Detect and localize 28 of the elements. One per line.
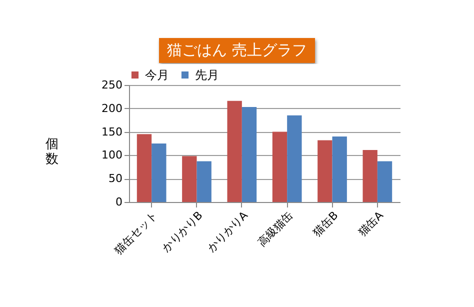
bar [196, 161, 212, 202]
x-tick-label: 猫缶B [310, 208, 341, 239]
bar [287, 115, 302, 202]
x-tick-label: 高級猫缶 [255, 208, 296, 250]
bar [227, 100, 242, 202]
bar [318, 140, 332, 202]
y-tick-label: 0 [116, 196, 122, 208]
bar [377, 161, 392, 202]
y-tick-label: 100 [102, 148, 122, 162]
y-tick-label: 200 [102, 102, 122, 115]
bar [152, 144, 166, 202]
bar [136, 134, 152, 202]
bar [182, 156, 197, 202]
x-tick-label: 猫缶A [356, 208, 386, 239]
y-tick-label: 50 [108, 172, 122, 186]
legend-label: 先月 [195, 68, 219, 82]
x-tick-label: かりかりB [160, 208, 206, 254]
y-tick-label: 250 [102, 78, 122, 92]
x-tick-label: 猫缶セット [112, 208, 160, 257]
legend-label: 今月 [145, 68, 169, 82]
x-tick-label: かりかりA [204, 208, 251, 254]
bar [362, 150, 378, 202]
bar [242, 106, 257, 202]
chart-title: 猫ごはん 売上グラフ [159, 38, 315, 63]
bar [272, 132, 288, 202]
y-tick-label: 150 [102, 125, 122, 138]
y-axis-title: 個数 [46, 137, 59, 167]
bar [332, 136, 347, 202]
